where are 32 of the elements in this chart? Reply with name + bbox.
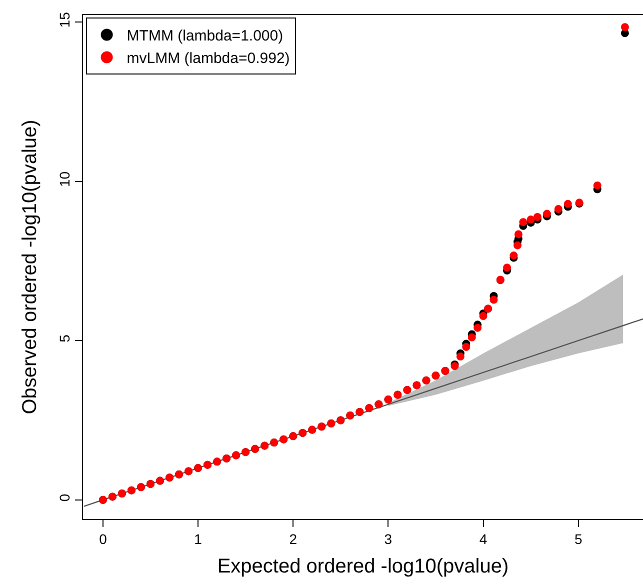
x-tick-label: 0 [99, 530, 108, 547]
point [462, 342, 470, 351]
point [620, 23, 629, 32]
point [542, 210, 551, 218]
point [593, 181, 602, 190]
point [474, 324, 482, 332]
x-tick-label: 2 [289, 530, 298, 547]
point [514, 230, 522, 238]
point [490, 296, 498, 304]
point [533, 212, 542, 221]
x-tick-label: 5 [574, 530, 582, 547]
y-tick-label: 5 [56, 334, 72, 342]
y-tick-label: 15 [56, 12, 72, 28]
y-axis-title: Observed ordered -log10(pvalue) [18, 120, 41, 414]
point [479, 312, 488, 320]
point [564, 200, 572, 208]
point [519, 218, 528, 226]
y-tick-label: 10 [56, 171, 72, 187]
point [554, 205, 562, 214]
x-tick-label: 4 [479, 530, 488, 547]
line-series [83, 318, 643, 507]
x-tick-label: 3 [384, 530, 392, 547]
point [468, 333, 476, 342]
point [503, 264, 512, 272]
point [514, 241, 522, 250]
point [526, 216, 535, 224]
x-tick-label: 1 [194, 530, 202, 547]
point [456, 352, 464, 361]
y-tick-label: 0 [56, 494, 72, 502]
x-axis-title: Expected ordered -log10(pvalue) [217, 555, 509, 578]
legend-label: MTMM (lambda=1.000) [126, 28, 284, 45]
legend-label: mvLMM (lambda=0.992) [126, 50, 290, 68]
